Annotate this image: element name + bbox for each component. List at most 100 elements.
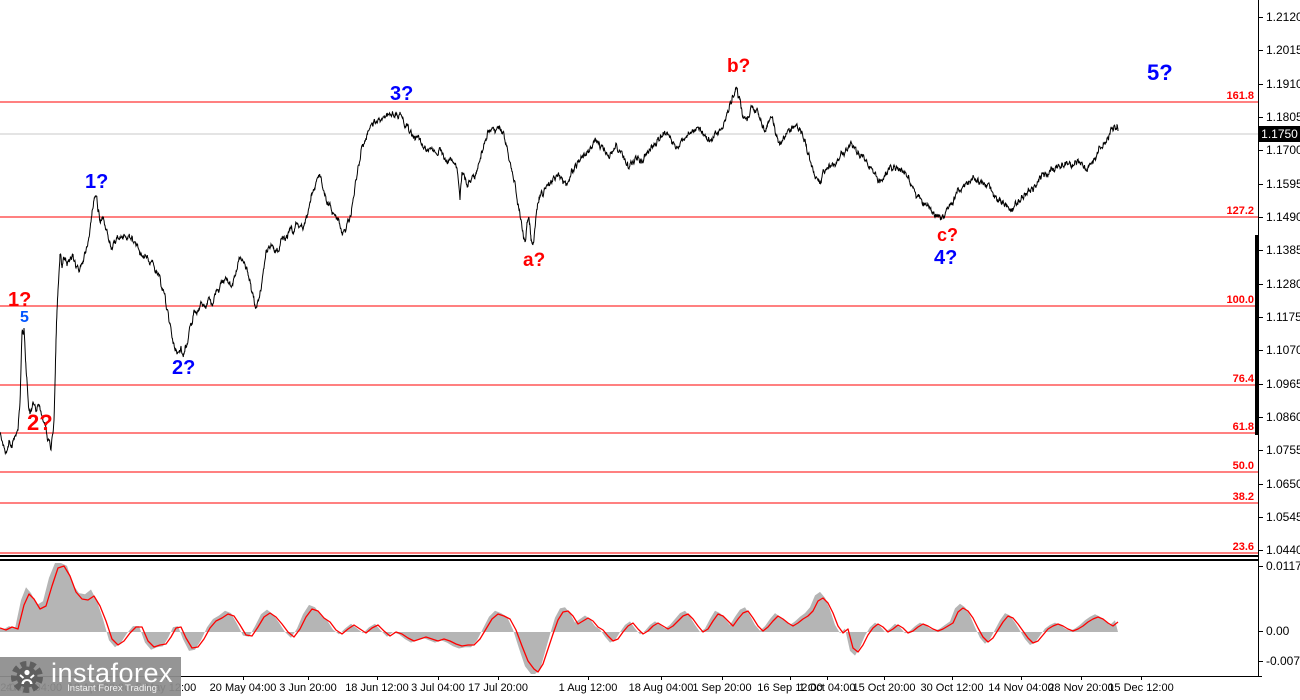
time-label: 30 Oct 12:00	[920, 682, 984, 694]
fib-value-label-38.2: 38.2	[1232, 491, 1254, 503]
time-label: 15 Oct 20:00	[852, 682, 916, 694]
time-tick	[498, 677, 499, 680]
price-tick-1.2120	[1259, 17, 1263, 18]
price-label-1.1280: 1.1280	[1266, 277, 1300, 291]
osc-max-tick	[1259, 566, 1263, 567]
gear-icon	[11, 660, 43, 693]
time-tick	[377, 677, 378, 680]
wave-label-5q-10: 5?	[1147, 60, 1173, 85]
price-axis[interactable]: 1.1750 1.2120 1.2015 1.1910 1.1805 1.1700 1.1…	[1259, 0, 1300, 700]
panel-separator-bottom	[0, 559, 1262, 561]
price-tick-1.1490	[1259, 217, 1263, 218]
fib-value-label-161.8: 161.8	[1226, 90, 1254, 102]
price-chart-area[interactable]: 1? 1? 5 2? 2? 3? a? b? c? 4? 5? 161.8 127.2 100.0 76.…	[0, 0, 1258, 556]
osc-zero-tick	[1259, 631, 1263, 632]
price-tick-1.1070	[1259, 350, 1263, 351]
price-label-1.1700: 1.1700	[1266, 143, 1300, 157]
time-tick	[1021, 677, 1022, 680]
time-tick	[790, 677, 791, 680]
fib-value-label-50.0: 50.0	[1232, 460, 1254, 472]
fib-value-label-23.6: 23.6	[1232, 541, 1254, 553]
price-tick-1.1385	[1259, 250, 1263, 251]
osc-min-tick	[1259, 661, 1263, 662]
time-tick	[661, 677, 662, 680]
time-tick	[884, 677, 885, 680]
wave-label-aq-6: a?	[523, 250, 546, 271]
brand-tagline: Instant Forex Trading	[67, 682, 157, 694]
wave-label-2q-4: 2?	[172, 357, 196, 379]
current-price-badge: 1.1750	[1259, 126, 1300, 142]
price-tick-1.0650	[1259, 484, 1263, 485]
price-tick-1.2015	[1259, 50, 1263, 51]
time-tick	[438, 677, 439, 680]
time-label: 3 Jun 20:00	[279, 682, 337, 694]
time-label: 1 Aug 12:00	[558, 682, 618, 694]
time-tick	[1081, 677, 1082, 680]
price-label-1.1805: 1.1805	[1266, 110, 1300, 124]
price-label-1.1910: 1.1910	[1266, 77, 1300, 91]
wave-label-2q-3: 2?	[27, 410, 53, 435]
wave-label-4q-9: 4?	[934, 247, 958, 269]
osc-zero-label: 0.00	[1266, 624, 1290, 638]
osc-min-label: -0.00759	[1266, 654, 1300, 668]
wave-label-3q-5: 3?	[390, 83, 414, 105]
price-tick-1.0860	[1259, 417, 1263, 418]
time-label: 1 Sep 20:00	[692, 682, 752, 694]
time-label: 1 Oct 04:00	[798, 682, 856, 694]
price-tick-1.0440	[1259, 550, 1263, 551]
price-label-1.1595: 1.1595	[1266, 177, 1300, 191]
price-tick-1.1595	[1259, 184, 1263, 185]
price-tick-1.1805	[1259, 117, 1263, 118]
fib-value-label-127.2: 127.2	[1226, 205, 1254, 217]
wave-label-1q-1: 1?	[8, 289, 32, 311]
time-tick	[722, 677, 723, 680]
fib-value-label-76.4: 76.4	[1232, 373, 1254, 385]
time-tick	[588, 677, 589, 680]
time-label: 14 Nov 04:00	[988, 682, 1054, 694]
time-label: 28 Nov 20:00	[1048, 682, 1114, 694]
price-chart-canvas	[0, 86, 1258, 554]
instaforex-watermark: instaforex Instant Forex Trading	[0, 657, 181, 696]
price-label-1.2015: 1.2015	[1266, 43, 1300, 57]
fib-value-label-100.0: 100.0	[1226, 294, 1254, 306]
time-tick	[1141, 677, 1142, 680]
price-label-1.0965: 1.0965	[1266, 377, 1300, 391]
time-label: 15 Dec 12:00	[1108, 682, 1174, 694]
time-label: 18 Aug 04:00	[628, 682, 694, 694]
price-line	[0, 86, 1119, 456]
price-tick-1.1175	[1259, 317, 1263, 318]
price-label-1.1070: 1.1070	[1266, 343, 1300, 357]
price-tick-1.0965	[1259, 384, 1263, 385]
time-label: 16 Sep 12:00	[757, 682, 823, 694]
panel-separator-top	[0, 555, 1262, 557]
price-tick-1.0755	[1259, 450, 1263, 451]
wave-label-bq-7: b?	[727, 56, 751, 77]
time-tick	[308, 677, 309, 680]
price-label-1.1490: 1.1490	[1266, 210, 1300, 224]
price-tick-1.1910	[1259, 84, 1263, 85]
wave-label-5-2: 5	[20, 309, 29, 326]
time-axis-border	[0, 676, 1262, 677]
time-label: 18 Jun 12:00	[345, 682, 409, 694]
price-label-1.0545: 1.0545	[1266, 510, 1300, 524]
time-tick	[243, 677, 244, 680]
oscillator-panel[interactable]	[0, 561, 1258, 676]
price-tick-1.0545	[1259, 517, 1263, 518]
price-tick-1.1700	[1259, 150, 1263, 151]
price-tick-1.1280	[1259, 284, 1263, 285]
price-label-1.0860: 1.0860	[1266, 410, 1300, 424]
time-label: 17 Jul 20:00	[468, 682, 528, 694]
time-tick	[952, 677, 953, 680]
price-label-1.2120: 1.2120	[1266, 10, 1300, 24]
oscillator-line	[0, 565, 1119, 673]
wave-label-1q-0: 1?	[85, 171, 109, 193]
fib-value-label-61.8: 61.8	[1232, 421, 1254, 433]
brand-name: instaforex	[51, 657, 174, 688]
price-label-1.1385: 1.1385	[1266, 243, 1300, 257]
price-label-1.0755: 1.0755	[1266, 443, 1300, 457]
price-axis-border	[1258, 0, 1259, 677]
time-label: 20 May 04:00	[209, 682, 277, 694]
time-tick	[827, 677, 828, 680]
